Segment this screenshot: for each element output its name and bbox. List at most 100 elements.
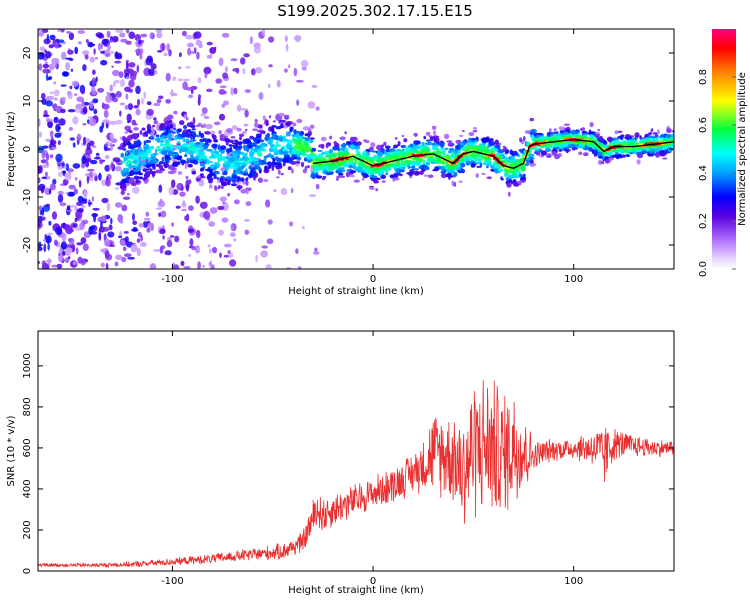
spectrogram-cell	[115, 166, 122, 172]
spectrogram-cell	[282, 161, 286, 167]
spectrogram-cell	[528, 153, 535, 158]
spectrogram-cell	[82, 136, 87, 146]
spectrogram-cell	[140, 97, 145, 105]
spectrogram-cell	[49, 91, 54, 95]
spectrogram-cell	[100, 215, 107, 223]
spectrogram-cell	[179, 52, 182, 58]
spectrogram-cell	[607, 151, 614, 156]
spectrogram-cell	[207, 244, 211, 248]
spectrogram-cell	[231, 125, 238, 131]
spectrogram-cell	[61, 51, 67, 60]
spectrogram-cell	[320, 136, 327, 142]
spectrogram-cell	[74, 217, 78, 223]
spectrogram-cell	[393, 155, 397, 158]
spectrogram-cell	[150, 63, 157, 70]
spectrogram-cell	[301, 226, 305, 230]
spectrogram-cell	[166, 240, 173, 248]
spectrogram-cell	[195, 142, 201, 145]
spectrogram-cell	[425, 131, 431, 136]
spectrogram-cell	[44, 171, 49, 177]
spectrogram-cell	[172, 76, 177, 81]
spectrogram-cell	[350, 144, 355, 150]
spectrogram-cell	[45, 203, 50, 208]
spectrogram-cell	[60, 84, 67, 87]
spectrogram-cell	[198, 145, 202, 151]
spectrogram-cell	[312, 251, 320, 255]
spectrogram-cell	[340, 175, 345, 178]
spectrogram-cell	[244, 128, 248, 132]
spectrogram-cell	[258, 92, 264, 100]
spectrogram-cell	[202, 265, 206, 268]
spectrogram-cell	[200, 168, 204, 172]
spectrogram-cell	[562, 131, 569, 135]
spectrogram-cell	[63, 165, 67, 169]
spectrogram-cell	[85, 137, 91, 143]
spectrogram-cell	[304, 133, 309, 137]
spectrogram-cell	[494, 139, 499, 145]
spectrogram-cell	[257, 177, 263, 183]
spectrogram-cell	[590, 134, 594, 140]
spectrogram-cell	[124, 86, 131, 93]
spectrogram-cell	[100, 50, 105, 54]
spectrogram-cell	[48, 220, 52, 226]
spectrogram-cell	[335, 167, 339, 171]
spectrogram-cell	[54, 63, 58, 69]
spectrogram-cell	[312, 165, 318, 170]
spectrogram-cell	[336, 175, 342, 179]
spectrogram-cell	[641, 139, 648, 144]
spectrogram-cell	[249, 135, 255, 140]
spectrogram-cell	[181, 30, 187, 37]
spectrogram-cell	[76, 208, 84, 213]
spectrogram-cell	[227, 148, 233, 153]
spectrogram-cell	[307, 133, 311, 138]
spectrogram-cell	[161, 150, 168, 156]
spectrogram-cell	[238, 133, 245, 137]
spectrogram-cell	[41, 164, 50, 169]
spectrogram-cell	[135, 179, 140, 184]
spectrogram-cell	[104, 143, 108, 147]
spectrogram-cell	[115, 254, 123, 261]
spectrogram-cell	[282, 150, 289, 156]
spectrogram-cell	[60, 29, 65, 33]
spectrogram-cell	[143, 164, 147, 168]
y-tick-label: 600	[22, 438, 33, 457]
spectrogram-cell	[114, 52, 123, 58]
spectrogram-cell	[252, 128, 259, 132]
spectrogram-cell	[133, 151, 139, 156]
spectrogram-cell	[209, 260, 212, 269]
spectrogram-cell	[138, 223, 144, 228]
spectrogram-cell	[120, 170, 125, 175]
spectrogram-cell	[271, 165, 275, 171]
spectrogram-cell	[119, 102, 126, 106]
spectrogram-cell	[158, 161, 164, 165]
spectrogram-cell	[296, 118, 303, 124]
spectrogram-cell	[213, 174, 217, 179]
spectrogram-cell	[115, 91, 122, 98]
spectrogram-cell	[336, 177, 339, 181]
spectrogram-cell	[42, 114, 50, 118]
spectrogram-cell	[85, 148, 93, 155]
spectrogram-cell	[80, 237, 87, 244]
spectrogram-cell	[594, 132, 601, 135]
spectrogram-cell	[536, 152, 541, 156]
spectrogram-cell	[650, 148, 654, 152]
spectrogram-cell	[114, 80, 120, 84]
spectrogram-cell	[392, 177, 398, 181]
spectrogram-cell	[269, 138, 273, 143]
spectrogram-cell	[178, 66, 182, 70]
spectrogram-cell	[146, 168, 153, 171]
spectrogram-cell	[259, 170, 262, 174]
frequency-ridge-line	[312, 138, 674, 169]
spectrogram-cell	[389, 149, 395, 153]
spectrogram-cell	[198, 179, 205, 187]
spectrogram-cell	[221, 217, 229, 223]
spectrogram-cell	[434, 144, 440, 148]
spectrogram-cell	[244, 89, 251, 94]
spectrogram-cell	[219, 85, 227, 89]
spectrogram-cell	[203, 143, 209, 149]
spectrogram-cell	[49, 154, 54, 159]
spectrogram-cell	[411, 164, 416, 170]
spectrogram-cell	[185, 151, 189, 155]
spectrogram-cell	[119, 231, 123, 236]
spectrogram-cell	[47, 243, 50, 251]
